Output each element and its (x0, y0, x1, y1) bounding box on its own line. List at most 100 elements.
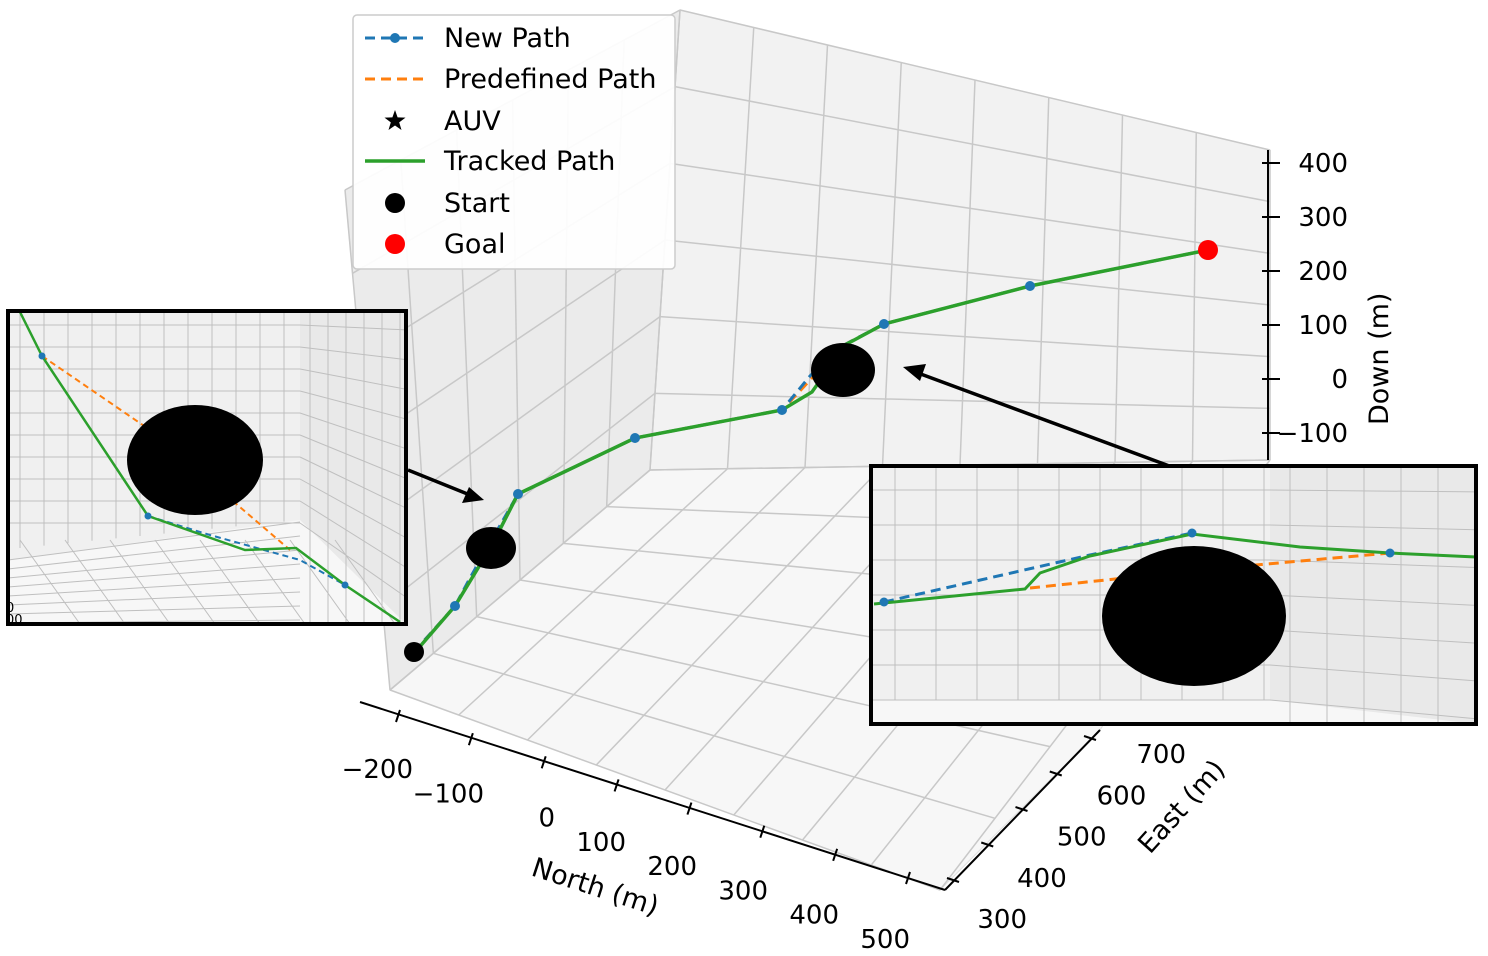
obstacle-sphere-2 (811, 343, 875, 397)
main-paths (404, 240, 1218, 662)
grid-line (382, 392, 656, 608)
left-inset-content: 0 00 (6, 311, 406, 628)
inset-grid-line (8, 605, 301, 615)
inset-grid-line (1269, 699, 1476, 720)
left-inset-tick-0: 0 (6, 601, 14, 616)
east-tick-label: 400 (1017, 864, 1067, 894)
legend-item-predefined-path: Predefined Path (365, 64, 656, 95)
left-inset-waypoint (144, 512, 152, 520)
right-inset-waypoint (879, 597, 889, 607)
grid-line (664, 239, 1271, 306)
down-tick-label: 100 (1298, 311, 1348, 341)
inset-grid-line (8, 549, 301, 579)
inset-grid-line (299, 390, 406, 420)
down-tick-label: −100 (1277, 419, 1348, 449)
inset-grid-line (1269, 594, 1476, 606)
north-tick-mark (759, 825, 766, 839)
legend-star-icon (384, 110, 406, 130)
waypoint-marker (1025, 281, 1035, 291)
legend-label-auv: AUV (444, 106, 501, 137)
down-tick-label: 0 (1331, 365, 1348, 395)
left-inset-right-pane (300, 311, 406, 624)
inset-grid-line (64, 539, 126, 624)
north-tick-mark (540, 755, 547, 769)
east-tick-mark (1049, 770, 1063, 777)
left-inset-waypoint (341, 581, 349, 589)
grid-line (367, 239, 666, 441)
north-tick-label: 100 (576, 828, 626, 858)
left-inset-arrowhead (462, 487, 484, 503)
obstacle-sphere-1 (466, 527, 516, 569)
legend-item-start: Start (385, 188, 510, 219)
north-tick-mark (395, 709, 401, 723)
right-inset-content (871, 466, 1476, 724)
legend-label-predefined-path: Predefined Path (444, 64, 656, 95)
waypoint-marker (513, 489, 523, 499)
inset-grid-line (299, 478, 406, 539)
north-ticks: −200−100 0 100 200 300 400 500 (342, 709, 911, 955)
east-ticks: 300 400 500 600 700 (946, 735, 1186, 935)
legend-item-goal: Goal (385, 229, 506, 260)
right-inset-arrow (917, 371, 1173, 469)
waypoint-marker (630, 433, 640, 443)
zoom-arrows (407, 364, 1173, 503)
left-inset-obstacle (127, 405, 263, 515)
new-path-markers (450, 281, 1035, 611)
inset-grid-line (299, 368, 406, 390)
legend: New Path Predefined Path AUV Tracked Pat… (352, 14, 676, 270)
north-tick-label: 500 (860, 925, 910, 955)
grid-line (389, 469, 651, 691)
north-tick-label: −200 (342, 755, 413, 785)
east-tick-mark (1015, 806, 1028, 812)
inset-grid-line (1269, 524, 1476, 531)
legend-marker-start (385, 193, 405, 213)
inset-grid-line (299, 434, 406, 479)
inset-grid-line (299, 500, 406, 568)
right-inset-obstacle (1102, 546, 1286, 686)
north-tick-label: 200 (647, 852, 697, 882)
inset-grid-line (154, 539, 216, 624)
down-ticks: 400 300 200 100 0 −100 (1262, 149, 1348, 449)
grid-line (433, 652, 996, 820)
left-inset-frame (6, 309, 408, 626)
legend-item-new-path: New Path (365, 23, 571, 54)
east-tick-label: 300 (977, 905, 1027, 935)
north-tick-mark (686, 802, 693, 815)
inset-grid-line (299, 324, 406, 331)
left-inset-new-path (147, 515, 346, 586)
down-axis-label: Down (m) (1364, 293, 1395, 425)
right-inset-tracked-path (873, 532, 1476, 606)
east-tick-label: 700 (1136, 740, 1186, 770)
inset-grid-line (299, 412, 406, 450)
north-axis-line (359, 701, 946, 891)
inset-grid-line (8, 563, 301, 588)
inset-grid-line (1269, 664, 1476, 682)
waypoint-marker (450, 601, 460, 611)
grid-line (389, 689, 941, 891)
inset-grid-line (244, 539, 306, 624)
inset-grid-line (299, 346, 406, 361)
grid-lines (344, 9, 1271, 891)
grid-line (669, 162, 1271, 255)
north-axis-label: North (m) (528, 852, 663, 922)
legend-label-goal: Goal (444, 229, 506, 260)
inset-grid-line (8, 535, 301, 570)
left-inset-grid (8, 311, 406, 624)
east-tick-label: 600 (1097, 781, 1147, 811)
left-inset: 0 00 (6, 309, 408, 628)
legend-label-new-path: New Path (444, 23, 571, 54)
waypoint-marker (879, 319, 889, 329)
left-inset-tick-1: 00 (6, 613, 23, 628)
grid-line (654, 392, 1271, 410)
north-tick-mark (613, 779, 620, 792)
east-tick-mark (1083, 735, 1097, 741)
right-inset-predefined-path (1029, 551, 1391, 590)
inset-grid-line (1269, 629, 1476, 644)
inset-grid-line (8, 577, 301, 597)
down-tick-label: 300 (1298, 203, 1348, 233)
down-tick-label: 400 (1298, 149, 1348, 179)
inset-grid-line (334, 539, 396, 624)
inset-grid-line (19, 539, 81, 624)
grid-line (679, 9, 1271, 151)
